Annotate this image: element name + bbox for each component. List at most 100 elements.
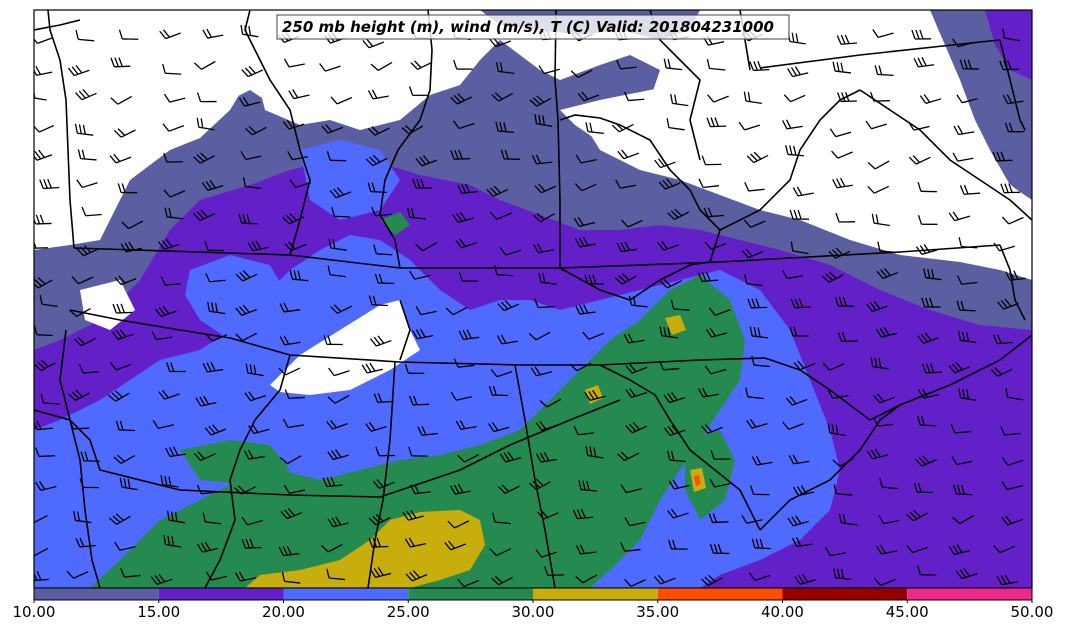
- wind-barb: [697, 387, 719, 398]
- wind-band-25-30-east: [685, 430, 735, 520]
- wind-barb: [492, 512, 511, 525]
- colorbar-tick-label: 10.00: [13, 603, 56, 621]
- wind-barb: [620, 542, 641, 552]
- wind-barb: [373, 393, 394, 403]
- wind-barb: [499, 246, 522, 256]
- wind-barb: [500, 149, 521, 160]
- wind-barb: [832, 457, 855, 467]
- wind-barb: [738, 121, 761, 131]
- wind-barb: [331, 206, 351, 218]
- wind-barb: [328, 367, 350, 377]
- boundary-line: [59, 329, 101, 588]
- wind-barb: [575, 544, 597, 555]
- wind-barb: [917, 215, 938, 225]
- wind-barb: [247, 240, 269, 252]
- wind-barb: [746, 418, 768, 429]
- wind-barb: [118, 29, 139, 40]
- wind-barb: [708, 307, 731, 316]
- wind-barb: [821, 271, 844, 283]
- wind-barb: [375, 446, 396, 457]
- wind-barb: [69, 308, 91, 317]
- wind-barb: [489, 211, 512, 220]
- boundary-line: [34, 399, 621, 498]
- wind-barb: [327, 394, 350, 404]
- wind-barb: [369, 567, 392, 578]
- wind-barb: [834, 296, 855, 307]
- wind-barb: [150, 573, 173, 585]
- wind-barb: [34, 571, 49, 582]
- wind-barb: [160, 475, 179, 488]
- colorbar: 10.00 15.00 20.00 25.00 30.00 35.00 40.00 45.00…: [13, 587, 1053, 621]
- wind-barb: [330, 96, 353, 105]
- title-background: [276, 14, 790, 40]
- wind-barb: [238, 213, 258, 225]
- wind-barb: [370, 61, 393, 71]
- wind-barb: [234, 485, 256, 495]
- wind-barb: [77, 149, 97, 161]
- wind-barb: [794, 573, 816, 585]
- wind-barb: [327, 516, 349, 528]
- wind-barb: [921, 297, 941, 308]
- wind-barb: [163, 535, 182, 548]
- wind-band-15-20-northeast: [985, 10, 1032, 80]
- wind-barb: [832, 568, 852, 581]
- wind-barb: [490, 368, 513, 378]
- wind-barb: [615, 179, 637, 189]
- wind-barb: [449, 483, 471, 495]
- wind-barb: [495, 121, 515, 134]
- wind-barb: [1005, 270, 1026, 281]
- colorbar-bin-15.00-20.00: [158, 588, 284, 600]
- map-title-box: 250 mb height (m), wind (m/s), T (C) Val…: [276, 14, 790, 40]
- wind-barb: [666, 118, 685, 131]
- wind-barb: [367, 126, 390, 136]
- wind-barb: [785, 145, 804, 157]
- wind-barb: [535, 452, 557, 463]
- wind-barb: [113, 128, 136, 138]
- wind-barb: [531, 154, 553, 165]
- wind-barb: [534, 114, 553, 128]
- wind-barb: [278, 367, 301, 376]
- calm-area-missouri: [80, 280, 135, 330]
- wind-barb: [990, 367, 1013, 377]
- wind-barb: [288, 89, 310, 100]
- wind-barb: [76, 245, 99, 257]
- wind-barb: [873, 577, 896, 587]
- wind-barb: [952, 515, 974, 525]
- wind-barb: [196, 92, 217, 103]
- wind-barb: [620, 219, 643, 228]
- wind-barb: [666, 450, 686, 463]
- wind-barb: [748, 572, 771, 582]
- wind-barb: [284, 389, 305, 400]
- wind-barb: [706, 117, 727, 128]
- wind-barb: [408, 446, 428, 457]
- wind-barb: [874, 65, 894, 76]
- wind-barb: [911, 29, 932, 40]
- wind-barb: [708, 513, 729, 524]
- wind-barb: [948, 362, 971, 374]
- wind-barb: [744, 182, 765, 192]
- wind-barb: [368, 514, 391, 526]
- wind-barb: [870, 357, 889, 370]
- wind-barb: [202, 512, 222, 525]
- wind-barb: [623, 91, 645, 102]
- wind-barb: [163, 93, 186, 103]
- wind-barb: [494, 265, 513, 277]
- wind-barb: [241, 538, 262, 549]
- wind-barb: [497, 484, 520, 494]
- wind-barb: [584, 274, 604, 285]
- wind-barb: [697, 271, 719, 283]
- wind-barb: [34, 359, 56, 372]
- boundary-line: [399, 299, 411, 361]
- wind-barb: [107, 390, 130, 402]
- wind-band-30-35: [245, 510, 485, 588]
- wind-barb: [659, 360, 680, 371]
- wind-barb: [453, 59, 473, 70]
- wind-barb: [365, 154, 388, 167]
- wind-barb: [79, 478, 100, 489]
- wind-barb: [281, 571, 301, 584]
- wind-barb: [411, 328, 434, 340]
- wind-barb: [245, 125, 267, 136]
- wind-barb: [709, 478, 731, 488]
- wind-barb: [110, 57, 131, 68]
